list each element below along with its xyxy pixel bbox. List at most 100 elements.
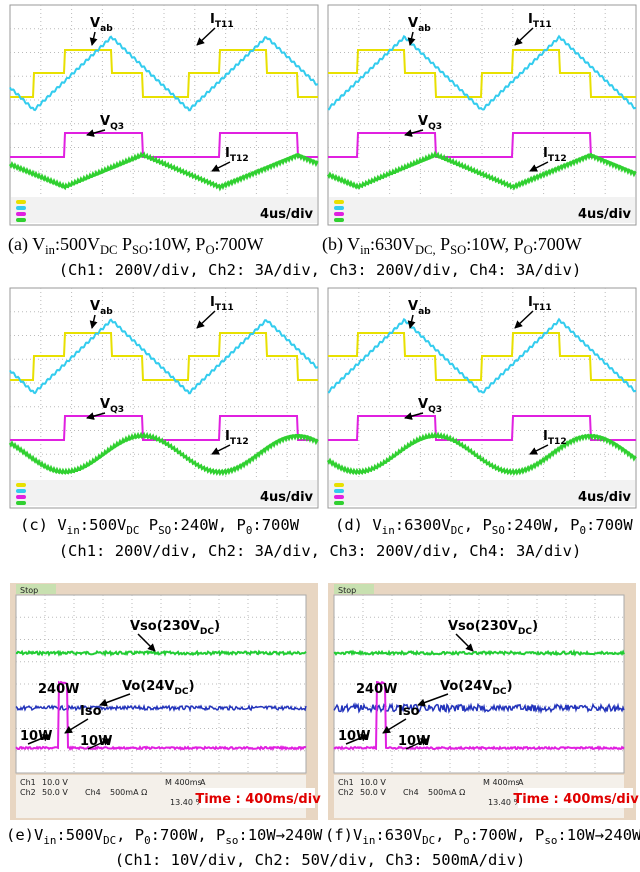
caption: (d) Vin:6300VDC, PSO:240W, P0:700W: [335, 516, 633, 537]
channel-swatch: [16, 495, 26, 499]
text-segment: :700W: [586, 516, 633, 534]
text-segment: , P: [116, 826, 144, 844]
readout: Ch4: [85, 788, 101, 797]
subscript: in: [67, 524, 80, 537]
subscript: T11: [533, 20, 552, 30]
channel-swatch: [16, 489, 26, 493]
text-segment: :240W, P: [505, 516, 580, 534]
waveform-label: Iso: [80, 704, 102, 719]
text-segment: V: [408, 299, 418, 314]
caption: (c) Vin:500VDC PSO:240W, P0:700W: [20, 516, 300, 537]
figure: VabIT11VQ3IT124us/divVabIT11VQ3IT124us/d…: [0, 0, 640, 872]
subscript: T11: [533, 303, 552, 313]
text-segment: Vo(24V: [122, 679, 174, 694]
subscript: DC: [174, 687, 189, 697]
text-segment: :700W: [215, 234, 264, 254]
text-segment: (c) V: [20, 516, 67, 534]
text-segment: V: [418, 114, 428, 129]
text-segment: :630V: [375, 826, 422, 844]
caption: (e)Vin:500VDC, P0:700W, Pso:10W→240W: [6, 826, 323, 847]
text-segment: P: [139, 516, 158, 534]
channel-swatch: [16, 212, 26, 216]
caption: (a) Vin:500VDC PSO:10W, PO:700W: [8, 234, 264, 257]
subscript: in: [43, 834, 56, 847]
subscript: SO: [492, 524, 505, 537]
text-segment: :10W, P: [148, 234, 205, 254]
text-segment: :240W, P: [171, 516, 246, 534]
subscript: Q3: [428, 405, 442, 415]
subscript: DC: [100, 243, 118, 257]
caption: (Ch1: 200V/div, Ch2: 3A/div, Ch3: 200V/d…: [59, 542, 582, 560]
waveform-label: 10W: [80, 734, 112, 749]
subscript: DC,: [415, 243, 436, 257]
readout: A: [518, 778, 524, 787]
readout: A: [200, 778, 206, 787]
subscript: DC: [422, 834, 435, 847]
subscript: SO: [450, 243, 466, 257]
readout: 10.0 V: [360, 778, 386, 787]
readout: 50.0 V: [42, 788, 68, 797]
text-segment: 10W: [398, 734, 430, 749]
text-segment: ): [189, 679, 195, 694]
channel-swatch: [16, 200, 26, 204]
text-segment: ): [532, 619, 538, 634]
subscript: DC: [103, 834, 116, 847]
channel-swatch: [334, 489, 344, 493]
subscript: SO: [132, 243, 148, 257]
waveform-label: 10W: [398, 734, 430, 749]
waveform-label: 240W: [38, 682, 79, 697]
channel-swatch: [16, 218, 26, 222]
text-segment: :700W, P: [470, 826, 545, 844]
text-segment: P: [117, 234, 132, 254]
text-segment: :6300V: [395, 516, 451, 534]
text-segment: (b) V: [322, 234, 360, 255]
subscript: O: [205, 243, 214, 257]
waveform-label: Iso: [398, 704, 420, 719]
text-segment: :500V: [55, 234, 100, 254]
readout: 10.0 V: [42, 778, 68, 787]
readout: 50.0 V: [360, 788, 386, 797]
subscript: ab: [418, 24, 431, 34]
readout: Ch1: [338, 778, 354, 787]
caption: (Ch1: 200V/div, Ch2: 3A/div, Ch3: 200V/d…: [59, 261, 582, 279]
text-segment: :700W: [252, 516, 299, 534]
subscript: DC: [200, 627, 215, 637]
channel-swatch: [334, 212, 344, 216]
subscript: so: [225, 834, 238, 847]
subscript: Q3: [110, 405, 124, 415]
readout: 500mA Ω: [428, 788, 465, 797]
time-scale: 4us/div: [260, 207, 314, 222]
subscript: T12: [230, 437, 249, 447]
timebase: Time : 400ms/div: [513, 792, 639, 807]
status: Stop: [20, 586, 38, 595]
text-segment: (Ch1: 10V/div, Ch2: 50V/div, Ch3: 500mA/…: [115, 851, 526, 869]
subscript: DC: [126, 524, 139, 537]
text-segment: V: [418, 397, 428, 412]
subscript: T12: [548, 437, 567, 447]
text-segment: V: [100, 397, 110, 412]
text-segment: Iso: [80, 704, 102, 719]
readout: 500mA Ω: [110, 788, 147, 797]
text-segment: Iso: [398, 704, 420, 719]
subscript: ab: [100, 307, 113, 317]
text-segment: ): [214, 619, 220, 634]
text-segment: Vso(230V: [448, 619, 518, 634]
text-segment: :700W: [533, 234, 582, 254]
text-segment: :10W→240W: [238, 826, 323, 844]
channel-swatch: [334, 200, 344, 204]
channel-swatch: [334, 206, 344, 210]
readout: Ch2: [20, 788, 36, 797]
readout: Ch4: [403, 788, 419, 797]
text-segment: 10W: [80, 734, 112, 749]
text-segment: :10W→240W: [557, 826, 640, 844]
subscript: ab: [418, 307, 431, 317]
text-segment: :500V: [80, 516, 127, 534]
time-scale: 4us/div: [578, 207, 632, 222]
text-segment: (f)V: [325, 826, 362, 844]
channel-swatch: [334, 218, 344, 222]
subscript: SO: [158, 524, 171, 537]
subscript: DC: [451, 524, 464, 537]
subscript: so: [544, 834, 557, 847]
text-segment: :700W, P: [151, 826, 226, 844]
channel-swatch: [16, 501, 26, 505]
